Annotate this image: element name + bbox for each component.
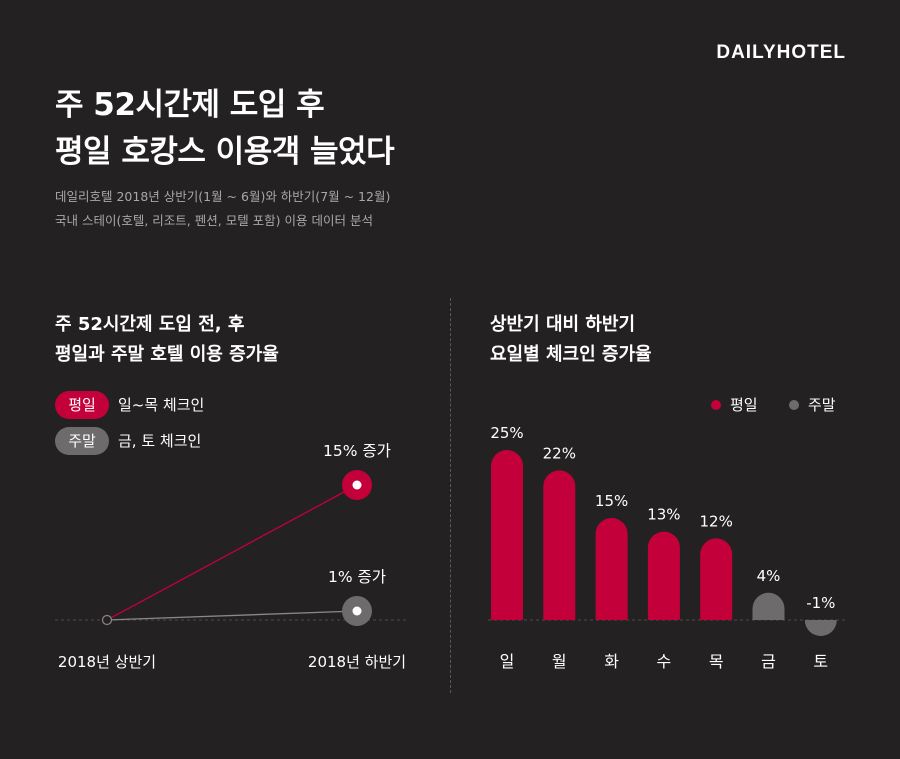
bar-1 xyxy=(491,450,523,620)
legend-text-weekday: 일~목 체크인 xyxy=(118,396,205,414)
bar-category-label: 금 xyxy=(761,652,776,671)
right-chart-title: 상반기 대비 하반기 요일별 체크인 증가율 xyxy=(490,310,652,370)
bar-value-label: 25% xyxy=(490,424,523,442)
right-legend-weekday-label: 평일 xyxy=(730,396,758,414)
weekday-dot-icon xyxy=(711,399,721,410)
page-title-line1: 주 52시간제 도입 후 xyxy=(55,87,325,123)
line-series-weekend xyxy=(106,610,358,621)
bar-value-label: 4% xyxy=(757,567,781,585)
subtitle-line1: 데일리호텔 2018년 상반기(1월 ~ 6월)와 하반기(7월 ~ 12월) xyxy=(55,189,391,204)
legend-badge-weekday: 평일 xyxy=(55,391,109,419)
line-end-label-weekday: 15% 증가 xyxy=(323,442,391,460)
bar-7 xyxy=(804,620,837,636)
right-legend-weekday: 평일 xyxy=(711,395,758,415)
bar-value-label: 12% xyxy=(700,512,733,530)
line-end-label-weekend: 1% 증가 xyxy=(328,568,386,586)
bar-3 xyxy=(595,518,628,620)
line-x-tick-label: 2018년 하반기 xyxy=(308,653,406,671)
bar-category-label: 월 xyxy=(552,652,567,671)
line-end-point-center-weekend xyxy=(352,606,362,616)
line-start-point xyxy=(101,614,113,626)
right-legend-weekend: 주말 xyxy=(789,395,836,415)
legend-text-weekend: 금, 토 체크인 xyxy=(118,432,202,450)
page-subtitle: 데일리호텔 2018년 상반기(1월 ~ 6월)와 하반기(7월 ~ 12월) … xyxy=(55,185,390,233)
right-chart-title-line1: 상반기 대비 하반기 xyxy=(490,314,636,335)
bar-value-label: -1% xyxy=(806,594,835,612)
page-title-line2: 평일 호캉스 이용객 늘었다 xyxy=(55,134,395,170)
page-title: 주 52시간제 도입 후 평일 호캉스 이용객 늘었다 xyxy=(55,82,395,176)
bar-value-label: 15% xyxy=(595,492,628,510)
weekend-dot-icon xyxy=(789,399,799,410)
bar-6 xyxy=(752,592,785,620)
bar-category-label: 화 xyxy=(604,652,619,671)
section-divider xyxy=(450,298,451,693)
bar-5 xyxy=(700,538,733,620)
subtitle-line2: 국내 스테이(호텔, 리조트, 펜션, 모텔 포함) 이용 데이터 분석 xyxy=(55,213,373,228)
legend-badge-weekend: 주말 xyxy=(55,427,109,455)
bar-value-label: 22% xyxy=(543,444,576,462)
bar-category-label: 목 xyxy=(709,652,724,671)
line-series-weekday xyxy=(106,484,358,621)
right-chart-title-line2: 요일별 체크인 증가율 xyxy=(490,344,652,365)
bar-category-label: 수 xyxy=(657,652,672,671)
bar-2 xyxy=(543,470,576,620)
left-chart-title-line2: 평일과 주말 호텔 이용 증가율 xyxy=(55,344,279,365)
bar-category-label: 일 xyxy=(500,652,515,671)
left-chart-title: 주 52시간제 도입 전, 후 평일과 주말 호텔 이용 증가율 xyxy=(55,310,279,370)
bar-4 xyxy=(647,531,680,620)
right-legend-weekend-label: 주말 xyxy=(808,396,836,414)
left-chart-title-line1: 주 52시간제 도입 전, 후 xyxy=(55,314,245,335)
line-end-point-center-weekday xyxy=(352,480,362,490)
bar-value-label: 13% xyxy=(647,506,680,524)
bar-category-label: 토 xyxy=(813,652,828,671)
brand-logo: DAILYHOTEL xyxy=(716,42,846,63)
line-x-tick-label: 2018년 상반기 xyxy=(58,653,156,671)
